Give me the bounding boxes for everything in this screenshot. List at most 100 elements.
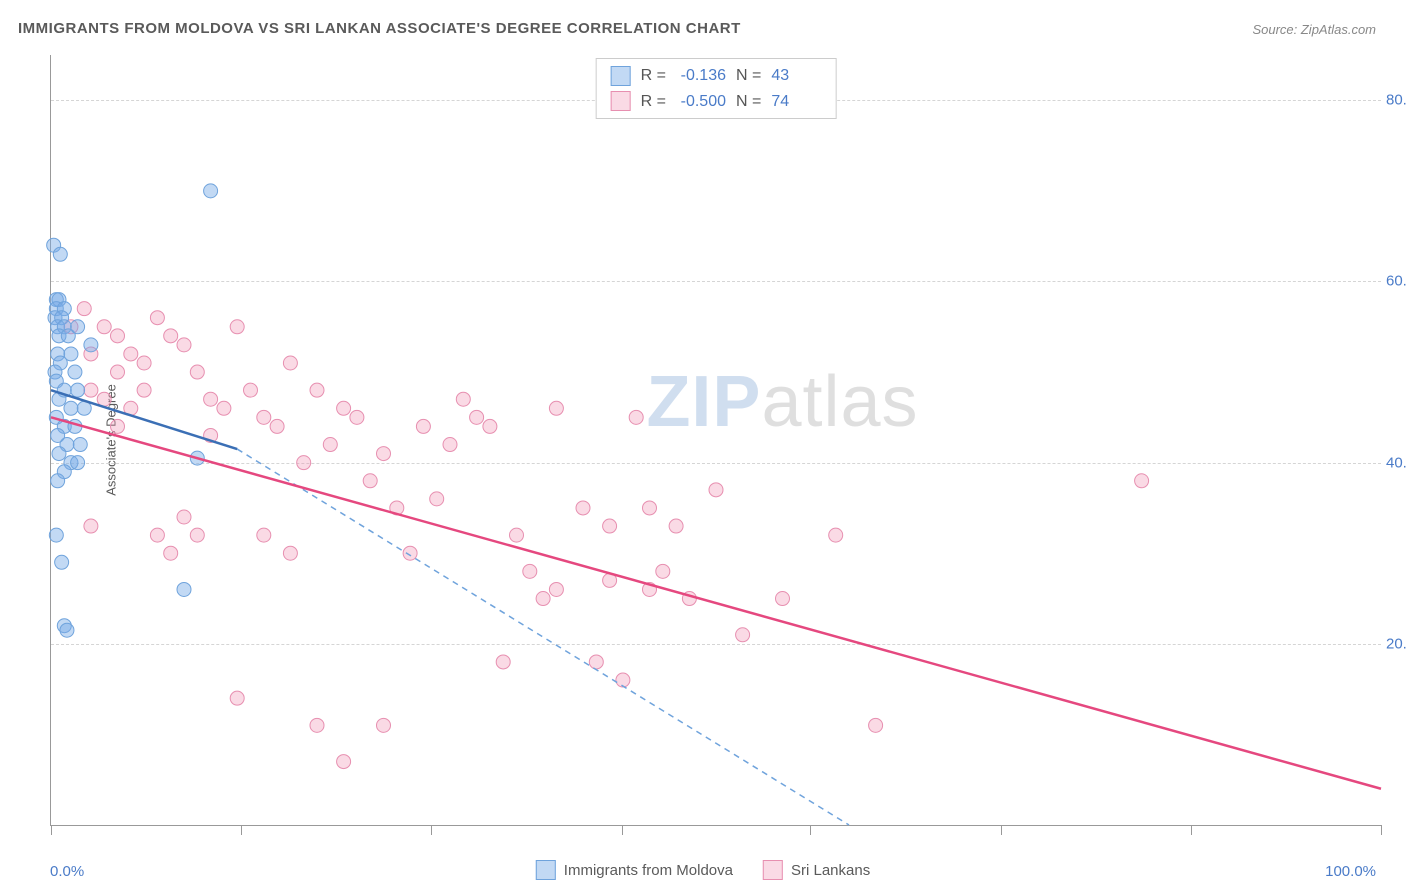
data-point [111,329,125,343]
data-point [536,592,550,606]
data-point [337,755,351,769]
data-point [64,401,78,415]
n-value-2: 74 [771,89,821,115]
data-point [257,410,271,424]
data-point [736,628,750,642]
legend-swatch-blue [536,860,556,880]
data-point [68,365,82,379]
n-value-1: 43 [771,63,821,89]
data-point [52,447,66,461]
legend-label-2: Sri Lankans [791,862,870,879]
x-tick [622,825,623,835]
r-value-2: -0.500 [676,89,726,115]
bottom-legend: Immigrants from Moldova Sri Lankans [536,860,870,880]
data-point [257,528,271,542]
data-point [244,383,258,397]
data-point [71,456,85,470]
r-label-1: R = [641,63,666,89]
data-point [84,383,98,397]
legend-label-1: Immigrants from Moldova [564,862,733,879]
data-point [869,718,883,732]
data-point [443,438,457,452]
y-tick-label: 60.0% [1386,273,1406,290]
data-point [124,347,138,361]
data-point [283,356,297,370]
data-point [323,438,337,452]
series2-points [64,302,1149,769]
legend-item-2: Sri Lankans [763,860,870,880]
data-point [150,311,164,325]
data-point [523,564,537,578]
data-point [377,447,391,461]
data-point [60,623,74,637]
n-label-1: N = [736,63,761,89]
stats-row-2: R = -0.500 N = 74 [611,89,822,115]
data-point [549,582,563,596]
x-tick [810,825,811,835]
data-point [829,528,843,542]
data-point [97,392,111,406]
data-point [616,673,630,687]
data-point [589,655,603,669]
data-point [111,419,125,433]
data-point [84,519,98,533]
x-tick [431,825,432,835]
data-point [164,546,178,560]
x-axis-max-label: 100.0% [1325,863,1376,880]
stats-swatch-pink [611,91,631,111]
data-point [470,410,484,424]
data-point [204,392,218,406]
data-point [283,546,297,560]
data-point [669,519,683,533]
data-point [310,718,324,732]
data-point [456,392,470,406]
data-point [73,438,87,452]
stats-swatch-blue [611,66,631,86]
data-point [190,528,204,542]
data-point [709,483,723,497]
data-point [310,383,324,397]
data-point [77,302,91,316]
data-point [403,546,417,560]
y-tick-label: 80.0% [1386,92,1406,109]
data-point [416,419,430,433]
plot-area: Associate's Degree ZIPatlas 20.0%40.0%60… [50,55,1381,826]
x-axis-min-label: 0.0% [50,863,84,880]
n-label-2: N = [736,89,761,115]
trend-lines [51,390,1381,825]
legend-item-1: Immigrants from Moldova [536,860,733,880]
data-point [137,383,151,397]
data-point [430,492,444,506]
trend-line-blue-dashed [237,449,849,825]
data-point [84,338,98,352]
x-tick [1001,825,1002,835]
r-value-1: -0.136 [676,63,726,89]
data-point [230,691,244,705]
data-point [549,401,563,415]
data-point [270,419,284,433]
data-point [53,247,67,261]
data-point [483,419,497,433]
stats-row-1: R = -0.136 N = 43 [611,63,822,89]
data-point [363,474,377,488]
data-point [49,528,63,542]
data-point [496,655,510,669]
data-point [177,510,191,524]
data-point [71,320,85,334]
data-point [111,365,125,379]
chart-svg [51,55,1381,825]
x-tick [1381,825,1382,835]
x-tick [51,825,52,835]
y-tick-label: 40.0% [1386,454,1406,471]
data-point [643,501,657,515]
legend-swatch-pink [763,860,783,880]
data-point [177,582,191,596]
data-point [97,320,111,334]
data-point [510,528,524,542]
data-point [603,519,617,533]
data-point [230,320,244,334]
data-point [177,338,191,352]
data-point [350,410,364,424]
stats-legend-box: R = -0.136 N = 43 R = -0.500 N = 74 [596,58,837,119]
data-point [629,410,643,424]
